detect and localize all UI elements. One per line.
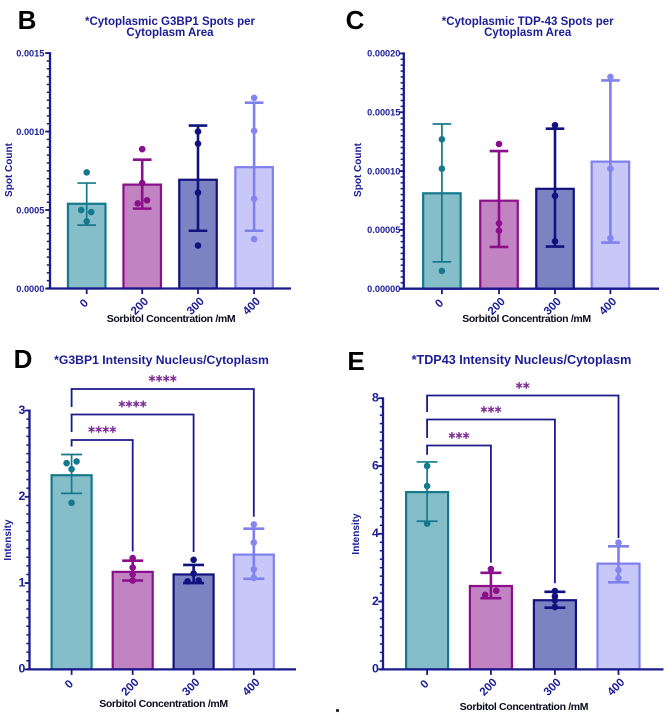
svg-text:B: B [18, 5, 37, 35]
svg-text:*TDP43 Intensity Nucleus/Cytop: *TDP43 Intensity Nucleus/Cytoplasm [412, 353, 632, 367]
svg-text:*Cytoplasmic TDP-43 Spots per: *Cytoplasmic TDP-43 Spots per [442, 16, 614, 28]
svg-text:8: 8 [372, 391, 379, 405]
svg-text:Sorbitol Concentration /mM: Sorbitol Concentration /mM [460, 701, 589, 713]
svg-text:Intensity: Intensity [351, 513, 362, 555]
svg-text:Sorbitol Concentration /mM: Sorbitol Concentration /mM [462, 313, 591, 325]
svg-text:0.00005: 0.00005 [367, 225, 400, 235]
svg-text:0: 0 [372, 662, 379, 676]
svg-text:0.0005: 0.0005 [16, 205, 44, 215]
svg-text:E: E [347, 346, 364, 376]
svg-text:Spot Count: Spot Count [4, 142, 15, 197]
svg-text:C: C [346, 5, 365, 35]
svg-text:0.00020: 0.00020 [367, 49, 400, 59]
svg-text:0: 0 [18, 662, 25, 676]
svg-text:2: 2 [372, 594, 379, 608]
svg-text:Cytoplasm Area: Cytoplasm Area [484, 27, 572, 39]
svg-text:*G3BP1 Intensity Nucleus/Cytop: *G3BP1 Intensity Nucleus/Cytoplasm [54, 353, 269, 367]
svg-text:6: 6 [372, 458, 379, 472]
svg-text:D: D [14, 344, 33, 374]
svg-text:0.0000: 0.0000 [16, 284, 44, 294]
svg-text:3: 3 [18, 403, 25, 417]
svg-text:*Cytoplasmic G3BP1 Spots per: *Cytoplasmic G3BP1 Spots per [85, 16, 256, 28]
svg-text:0.0015: 0.0015 [16, 48, 44, 58]
svg-text:2: 2 [18, 489, 25, 503]
svg-text:0.0010: 0.0010 [16, 127, 44, 137]
svg-text:0.00010: 0.00010 [367, 166, 400, 176]
svg-text:Spot Count: Spot Count [353, 142, 364, 197]
svg-text:Cytoplasm Area: Cytoplasm Area [126, 27, 214, 39]
svg-text:4: 4 [372, 526, 379, 540]
svg-text:1: 1 [18, 575, 25, 589]
svg-text:Intensity: Intensity [3, 519, 14, 561]
svg-text:0.00000: 0.00000 [367, 284, 400, 294]
svg-text:0.00015: 0.00015 [367, 108, 400, 118]
svg-text:Sorbitol Concentration /mM: Sorbitol Concentration /mM [107, 313, 236, 325]
svg-text:Sorbitol Concentration /mM: Sorbitol Concentration /mM [99, 698, 228, 710]
